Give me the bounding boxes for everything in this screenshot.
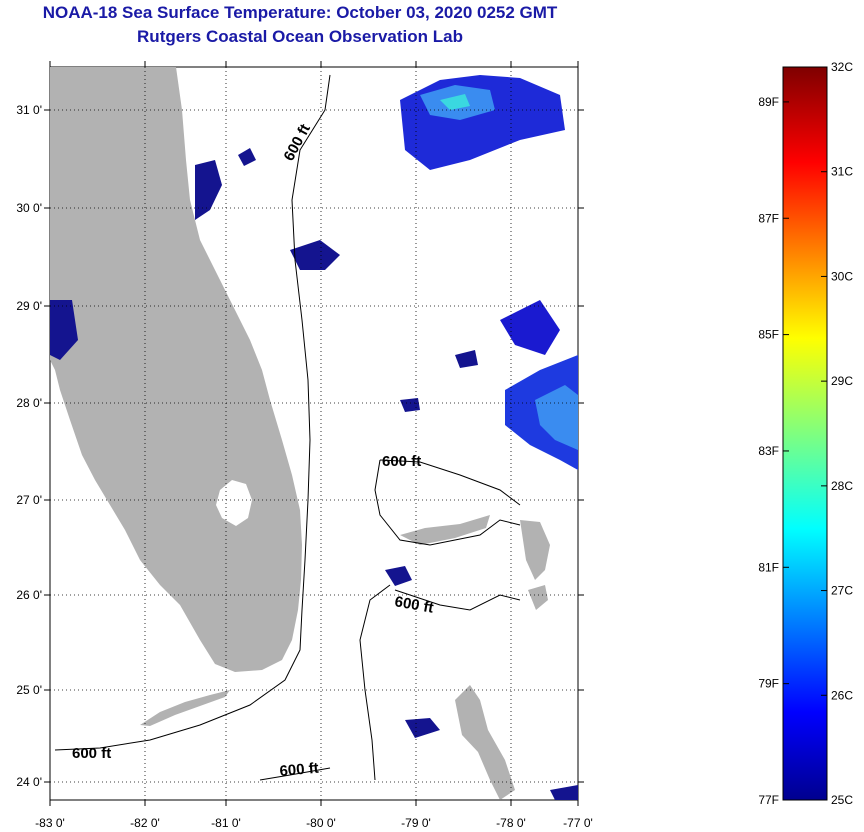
celsius-label: 27C (831, 584, 853, 598)
contour-label: 600 ft (382, 453, 421, 470)
graticule (44, 61, 584, 806)
lon-label: -81 0' (211, 816, 241, 830)
lat-label: 27 0' (16, 493, 42, 507)
lat-label: 30 0' (16, 201, 42, 215)
andros (455, 685, 515, 800)
lon-label: -82 0' (130, 816, 160, 830)
abaco (520, 520, 550, 580)
fahrenheit-label: 81F (758, 560, 779, 574)
colorbar-ticks: 32C 31C 30C 29C 28C 27C 26C 25C 89F 87F 85F 83F 81F 7… (758, 60, 853, 807)
contour-label: 600 ft (72, 745, 111, 762)
lat-label: 29 0' (16, 299, 42, 313)
fahrenheit-label: 83F (758, 444, 779, 458)
contour-label: 600 ft (393, 593, 435, 617)
celsius-label: 32C (831, 60, 853, 74)
celsius-label: 31C (831, 165, 853, 179)
lon-label: -77 0' (563, 816, 593, 830)
florida-keys (140, 690, 230, 726)
fahrenheit-label: 85F (758, 328, 779, 342)
contour-600ft (54, 74, 521, 781)
lake-okeechobee (216, 480, 252, 526)
lat-label: 26 0' (16, 588, 42, 602)
grand-bahama (400, 515, 490, 545)
fahrenheit-label: 79F (758, 677, 779, 691)
lat-label: 24 0' (16, 775, 42, 789)
map-title: NOAA-18 Sea Surface Temperature: October… (42, 3, 558, 22)
contour-label: 600 ft (279, 760, 320, 780)
lat-label: 25 0' (16, 683, 42, 697)
lon-label: -80 0' (306, 816, 336, 830)
lat-label: 31 0' (16, 103, 42, 117)
lon-label: -83 0' (35, 816, 65, 830)
celsius-label: 28C (831, 479, 853, 493)
longitude-labels: -83 0' -82 0' -81 0' -80 0' -79 0' -78 0' -77 … (35, 816, 593, 830)
celsius-label: 29C (831, 374, 853, 388)
celsius-label: 30C (831, 269, 853, 283)
latitude-labels: 31 0' 30 0' 29 0' 28 0' 27 0' 26 0' 25 0' 24 0' (16, 103, 42, 789)
celsius-label: 25C (831, 793, 853, 807)
fahrenheit-label: 89F (758, 95, 779, 109)
lon-label: -79 0' (401, 816, 431, 830)
sst-patches (50, 75, 578, 800)
map-subtitle: Rutgers Coastal Ocean Observation Lab (137, 27, 463, 46)
lon-label: -78 0' (496, 816, 526, 830)
fahrenheit-label: 87F (758, 211, 779, 225)
celsius-label: 26C (831, 688, 853, 702)
eleuthera (528, 585, 548, 610)
colorbar (782, 66, 828, 801)
fahrenheit-label: 77F (758, 793, 779, 807)
lat-label: 28 0' (16, 396, 42, 410)
